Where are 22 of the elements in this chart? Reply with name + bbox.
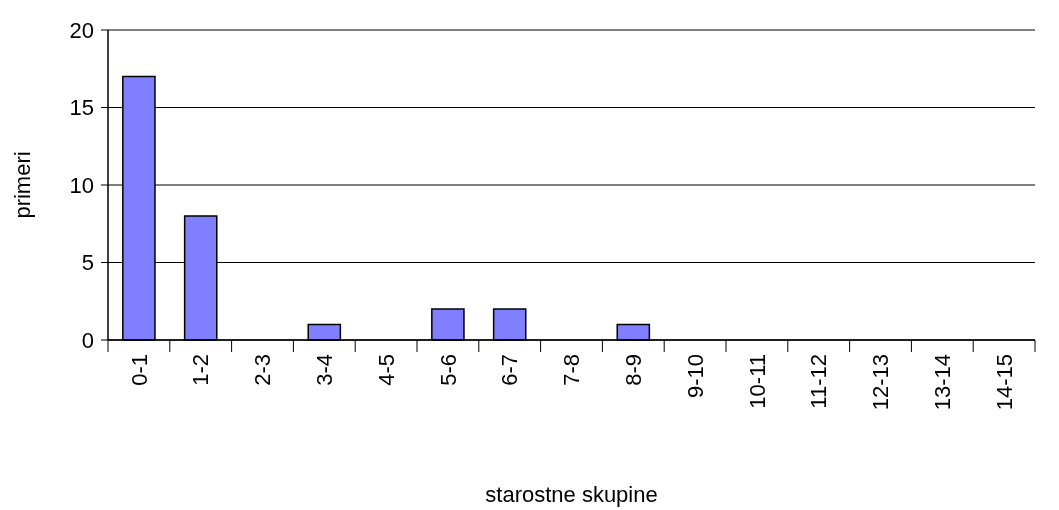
x-tick-label: 10-11 [744, 354, 770, 409]
x-tick-label: 0-1 [126, 354, 152, 386]
y-axis-title: primeri [10, 151, 35, 219]
x-tick-label: 4-5 [373, 354, 399, 386]
x-tick-label: 9-10 [682, 354, 708, 399]
x-tick-label: 5-6 [435, 354, 461, 386]
y-tick-label: 0 [81, 327, 94, 353]
x-tick-label: 13-14 [930, 354, 955, 411]
x-tick-label: 6-7 [497, 354, 523, 386]
x-tick-label: 1-2 [188, 354, 214, 386]
x-tick-label: 7-8 [559, 354, 585, 386]
x-tick-label: 14-15 [991, 354, 1017, 411]
x-axis-title: starostne skupine [485, 482, 658, 507]
x-tick-label: 3-4 [312, 354, 337, 386]
x-tick-label: 2-3 [250, 354, 276, 386]
x-tick-label: 8-9 [621, 354, 646, 386]
x-tick-label: 12-13 [868, 354, 894, 411]
y-tick-label: 20 [69, 17, 94, 43]
y-tick-label: 5 [81, 250, 94, 276]
y-tick-label: 15 [69, 95, 94, 121]
y-tick-label: 10 [69, 172, 94, 198]
x-tick-label: 11-12 [806, 354, 832, 409]
